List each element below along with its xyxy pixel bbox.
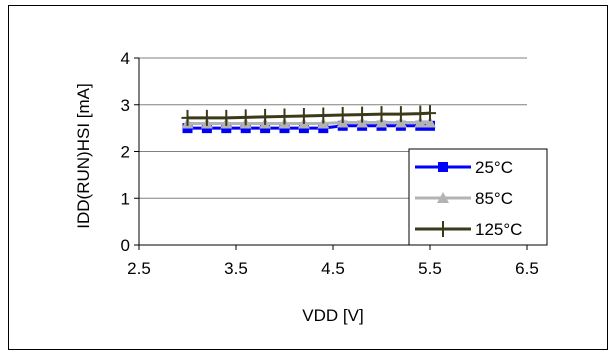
point-2-6 <box>297 107 310 124</box>
point-2-4 <box>259 108 272 125</box>
chart: 0 1 2 3 4 2.5 3.5 4.5 5.5 6.5 VDD [V] IDD(RUN)HS… <box>74 49 548 325</box>
x-tick-label-2: 4.5 <box>321 259 345 278</box>
x-tick-label-4: 6.5 <box>515 259 539 278</box>
y-tick-labels: 0 1 2 3 4 <box>121 49 130 255</box>
legend-marker-0 <box>438 162 448 172</box>
point-2-13 <box>424 105 436 122</box>
point-2-1 <box>200 109 213 126</box>
y-tick-label-3: 3 <box>121 96 130 115</box>
y-axis-label: IDD(RUN)HSI [mA] <box>74 83 93 228</box>
point-2-9 <box>356 106 369 123</box>
point-2-10 <box>375 106 388 123</box>
x-axis-label: VDD [V] <box>302 306 363 325</box>
x-tick-label-1: 3.5 <box>224 259 248 278</box>
series-2 <box>181 105 436 126</box>
chart-frame: 0 1 2 3 4 2.5 3.5 4.5 5.5 6.5 VDD [V] IDD(RUN)HS… <box>8 5 608 350</box>
point-2-3 <box>239 109 252 126</box>
point-2-5 <box>278 108 291 125</box>
point-2-7 <box>317 107 330 124</box>
legend-label-2: 125°C <box>475 220 522 239</box>
point-2-8 <box>336 107 349 124</box>
x-tick-labels: 2.5 3.5 4.5 5.5 6.5 <box>127 259 539 278</box>
y-tick-label-1: 1 <box>121 189 130 208</box>
x-tick-label-3: 5.5 <box>418 259 442 278</box>
point-2-11 <box>394 106 407 123</box>
y-tick-label-4: 4 <box>121 49 130 68</box>
x-tick-label-0: 2.5 <box>127 259 151 278</box>
data-series <box>181 105 436 134</box>
point-2-2 <box>220 109 233 126</box>
legend-marker-2 <box>437 221 449 237</box>
legend-label-0: 25°C <box>475 158 513 177</box>
point-1-12 <box>414 116 427 128</box>
point-1-13 <box>424 116 436 128</box>
legend: 25°C 85°C 125°C <box>408 148 548 246</box>
y-tick-label-2: 2 <box>121 143 130 162</box>
legend-label-1: 85°C <box>475 189 513 208</box>
legend-marker-1 <box>437 192 449 203</box>
y-tick-label-0: 0 <box>121 236 130 255</box>
point-2-0 <box>181 109 194 126</box>
